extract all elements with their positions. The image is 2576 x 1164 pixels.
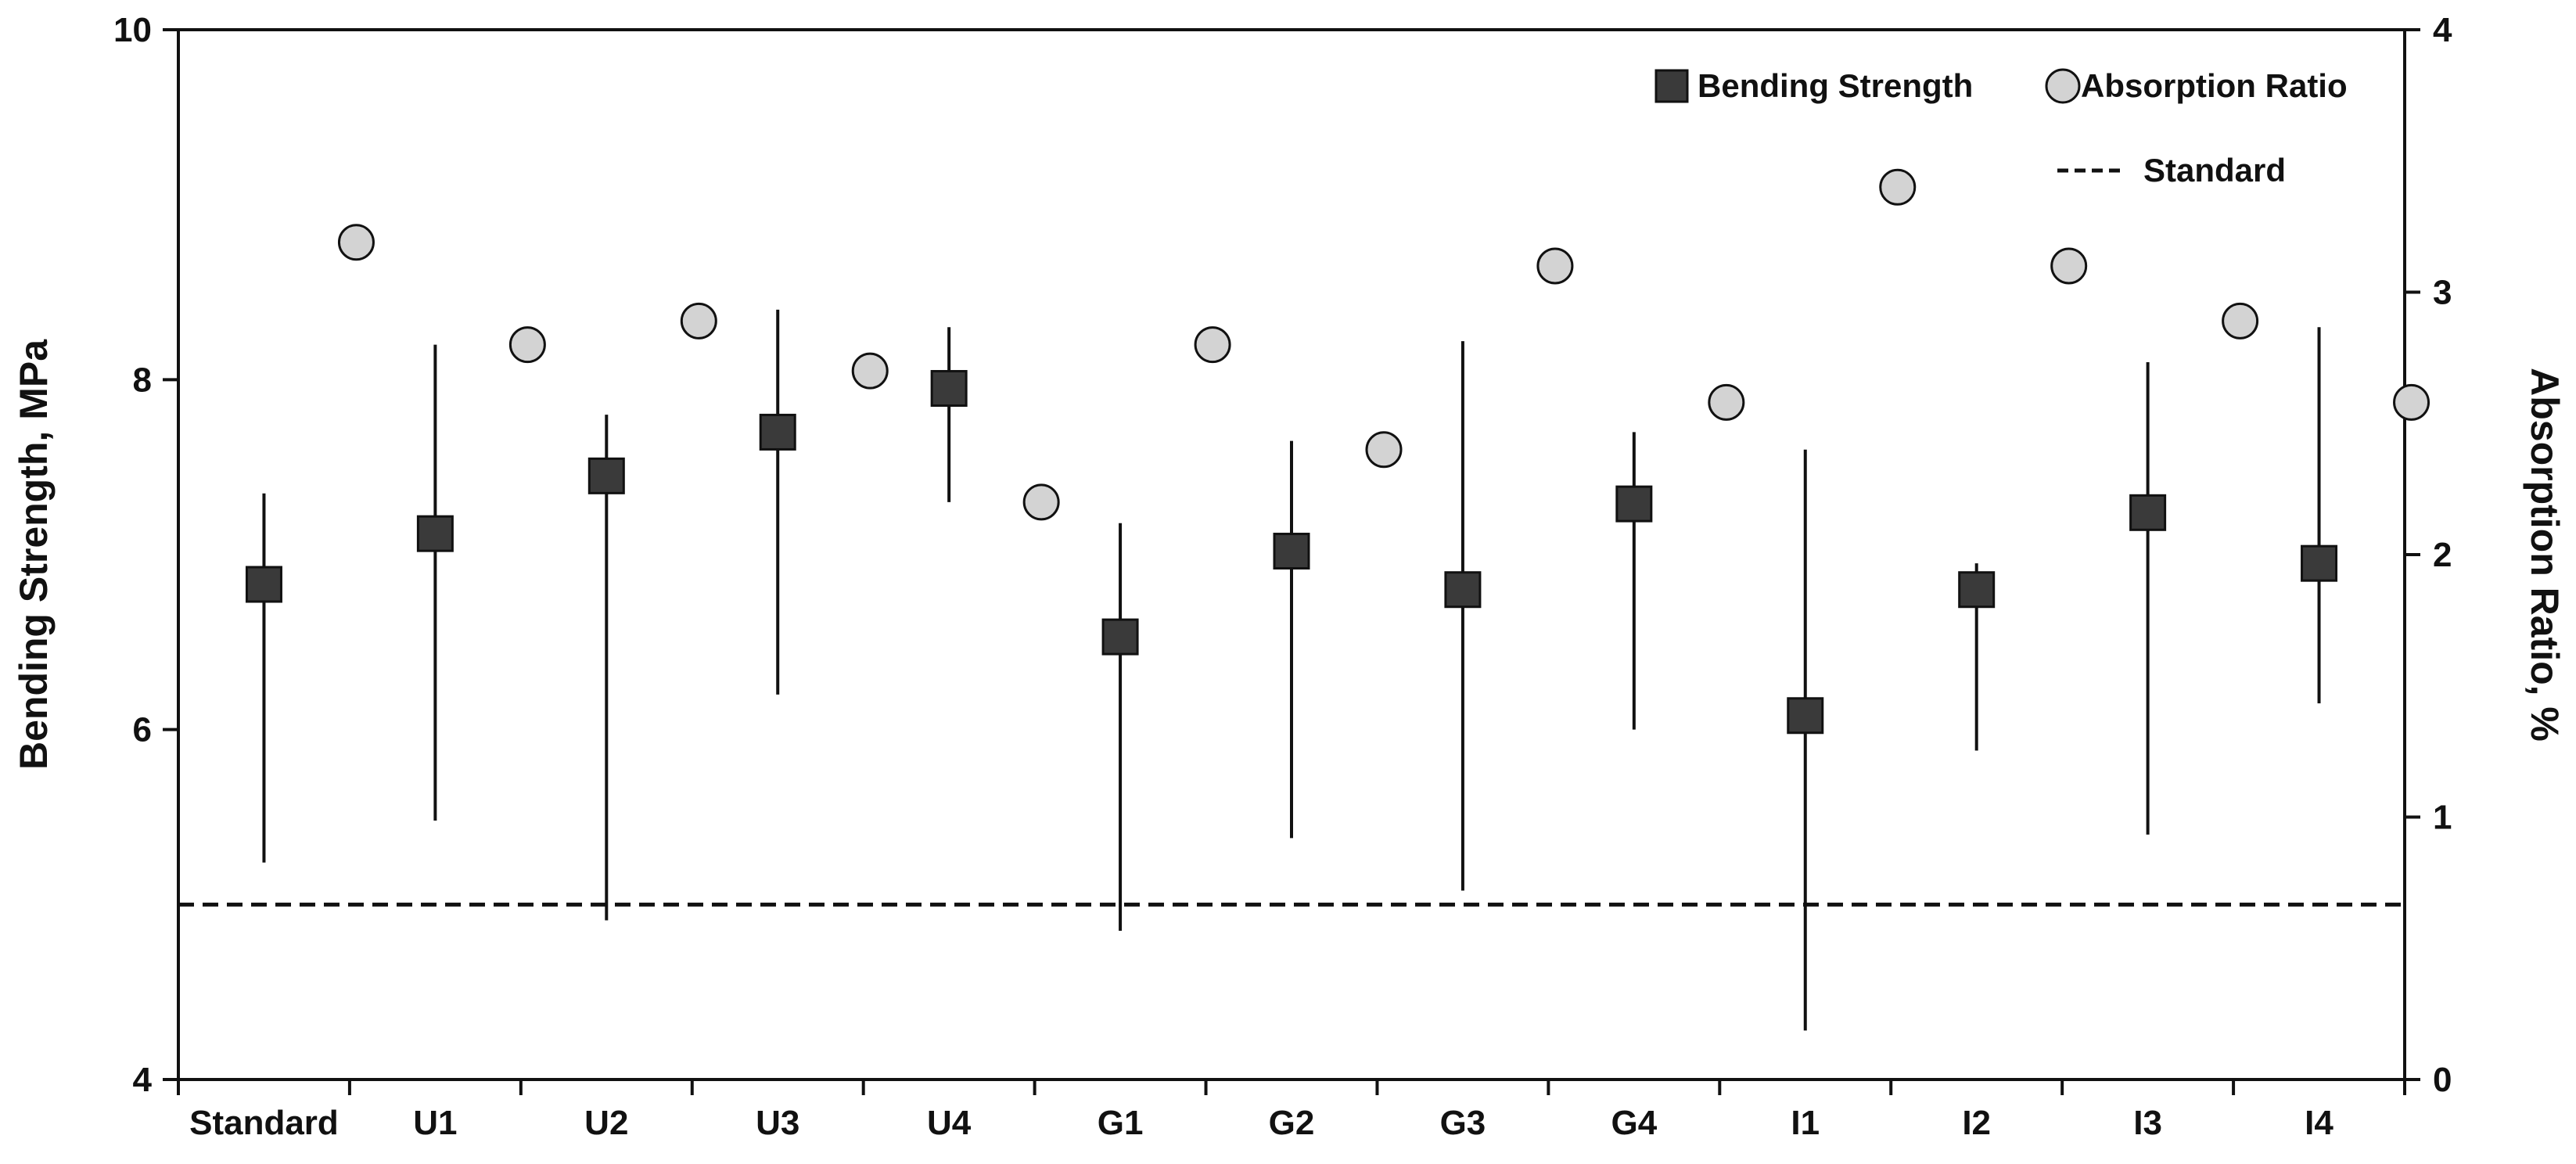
bending-strength-point [587,457,625,494]
bending-strength-point [2301,544,2338,582]
absorption-ratio-markers [337,168,2430,521]
bending-strength-point [1615,485,1653,523]
right-tick-label: 4 [2433,11,2452,49]
x-tick-label: I1 [1791,1104,1820,1142]
absorption-ratio-point [337,224,375,261]
left-tick-label: 10 [113,11,152,49]
x-tick-label: G1 [1098,1104,1144,1142]
x-tick-label: I2 [1962,1104,1991,1142]
bending-strength-point [1958,571,1996,609]
legend-bending-strength-label: Bending Strength [1698,67,1973,104]
x-tick-label: I3 [2133,1104,2162,1142]
absorption-ratio-point [1536,247,1574,285]
bending-strength-point [759,413,796,451]
absorption-ratio-point [851,352,889,390]
legend: Bending Strength Absorption Ratio Standa… [1654,67,2348,189]
absorption-ratio-point [1194,326,1231,364]
bending-strength-point [1273,533,1310,570]
absorption-ratio-point [1879,168,1917,206]
legend-absorption-ratio-label: Absorption Ratio [2081,67,2348,104]
absorption-ratio-point [2222,302,2259,340]
absorption-ratio-point [2393,383,2430,421]
bending-strength-point [416,515,454,552]
left-tick-label: 6 [133,711,152,749]
bending-strength-point [1787,697,1824,735]
right-axis-ticks: 0 1 2 3 4 [2405,11,2452,1099]
x-tick-label: Standard [189,1104,339,1142]
bending-strength-point [1444,571,1482,609]
x-tick-label: G3 [1440,1104,1486,1142]
legend-bending-strength-marker [1654,69,1689,103]
right-tick-label: 2 [2433,536,2452,574]
absorption-ratio-point [1365,431,1403,469]
left-axis-ticks: 4 6 8 10 [113,11,178,1099]
absorption-ratio-point [680,302,717,340]
x-tick-label: U4 [927,1104,972,1142]
bending-strength-point [245,566,282,603]
bending-strength-point [1101,618,1139,656]
error-bars [262,309,2321,1031]
x-tick-label: U2 [584,1104,628,1142]
x-tick-label: G2 [1269,1104,1315,1142]
x-tick-label: U3 [756,1104,799,1142]
left-tick-label: 8 [133,361,152,399]
bending-strength-point [930,370,968,408]
x-tick-label: G4 [1611,1104,1657,1142]
right-tick-label: 1 [2433,799,2452,837]
absorption-ratio-point [2050,247,2088,285]
right-tick-label: 3 [2433,274,2452,312]
absorption-ratio-point [508,326,546,364]
legend-absorption-ratio-marker [2045,68,2081,104]
x-tick-label: U1 [413,1104,457,1142]
right-tick-label: 0 [2433,1061,2452,1099]
bending-strength-point [2129,494,2167,531]
x-tick-label: I4 [2305,1104,2333,1142]
x-axis-ticks: Standard U1 U2 U3 U4 G1 G2 G3 G4 I1 I2 I3 I4 [177,1080,2406,1142]
left-axis-title: Bending Strength, MPa [12,339,56,770]
absorption-ratio-point [1022,483,1060,521]
right-axis-title: Absorption Ratio, % [2523,368,2567,742]
legend-standard-label: Standard [2143,152,2286,189]
absorption-ratio-point [1708,383,1745,421]
bending-strength-markers [245,370,2338,735]
left-tick-label: 4 [133,1061,153,1099]
